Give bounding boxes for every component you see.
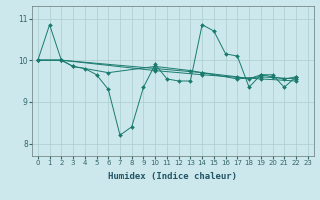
X-axis label: Humidex (Indice chaleur): Humidex (Indice chaleur) [108, 172, 237, 181]
